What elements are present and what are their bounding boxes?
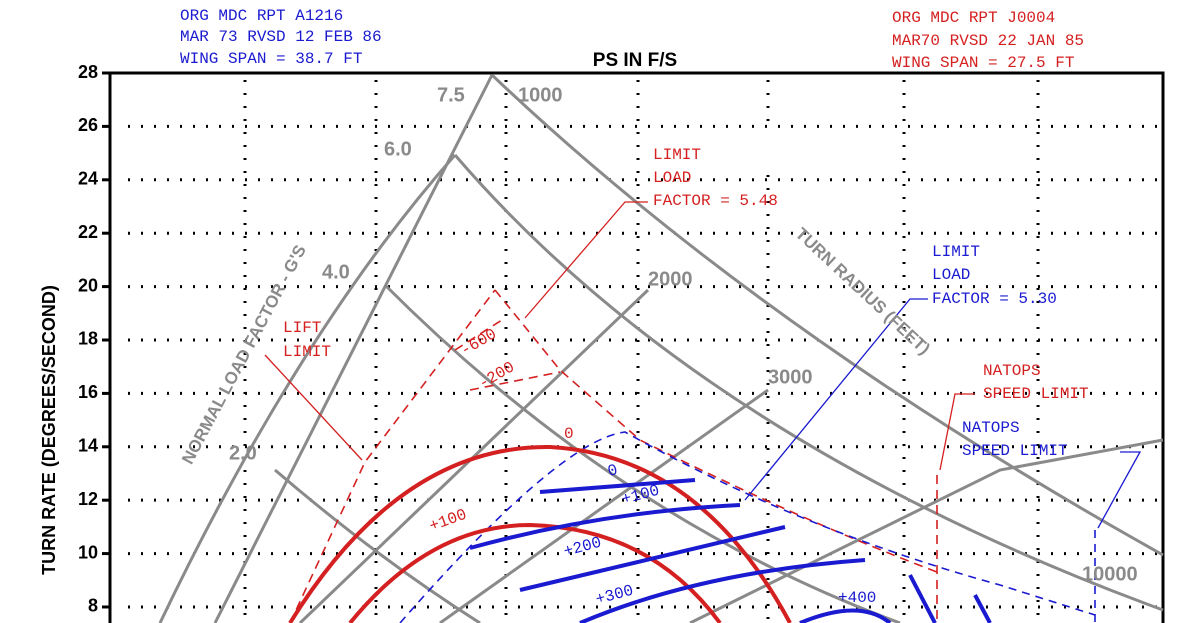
leaders — [264, 201, 1142, 529]
y-tick-label: 18 — [78, 329, 98, 349]
y-tick-label: 8 — [88, 596, 98, 616]
red-envelope — [494, 289, 938, 573]
blue-ps-curve — [519, 525, 786, 592]
load-factor-value: 2.0 — [229, 442, 257, 464]
y-tick-label: 12 — [78, 489, 98, 509]
blue-envelope — [399, 431, 1096, 623]
leader — [1097, 451, 1142, 529]
header-line: WING SPAN = 27.5 FT — [892, 54, 1074, 72]
chart-title: PS IN F/S — [593, 50, 677, 71]
annotation-line: LIMIT — [653, 146, 701, 164]
natops-blue: NATOPS SPEED LIMIT — [962, 419, 1068, 460]
header-line: MAR70 RVSD 22 JAN 85 — [892, 32, 1084, 50]
load-factor-value: 6.0 — [384, 138, 412, 160]
annotation-line: FACTOR = 5.30 — [932, 290, 1057, 308]
lift-limit-line — [289, 289, 496, 623]
lift-limit: LIFT LIMIT — [283, 319, 331, 361]
load-factor-line — [274, 468, 481, 623]
radius-line — [689, 438, 1164, 623]
red-ps-curves — [288, 444, 792, 623]
leader — [524, 201, 648, 319]
load-factor-values: 7.5 6.0 4.0 2.0 — [229, 84, 465, 464]
turn-radius-value: 10000 — [1082, 563, 1138, 585]
blue-boundaries — [399, 431, 1096, 623]
ps-label: +400 — [838, 589, 876, 607]
load-factor-line — [490, 73, 1164, 557]
turn-radius-value: 3000 — [768, 366, 813, 388]
annotation-line: LOAD — [932, 266, 970, 284]
annotation-line: LIMIT — [283, 343, 331, 361]
blue-ps-curve — [799, 608, 892, 623]
header-line: MAR 73 RVSD 12 FEB 86 — [180, 28, 382, 46]
annotation-line: NATOPS — [962, 419, 1020, 437]
red-ps-curve — [348, 522, 722, 623]
y-tick-label: 26 — [78, 115, 98, 135]
header-right: ORG MDC RPT J0004 MAR70 RVSD 22 JAN 85 W… — [892, 9, 1084, 72]
annotation-line: LIFT — [283, 319, 321, 337]
load-factor-line — [383, 283, 901, 623]
turn-radius-values: 1000 2000 3000 10000 — [518, 84, 1138, 585]
ps-label: 0 — [606, 461, 620, 481]
turn-radius-value: 2000 — [648, 268, 693, 290]
ps-label: +100 — [427, 506, 469, 536]
header-line: ORG MDC RPT A1216 — [180, 7, 343, 25]
turn-radius-label: TURN RADIUS (FEET) — [792, 224, 934, 358]
red-boundaries — [289, 289, 938, 623]
load-factor-value: 7.5 — [437, 84, 465, 106]
annotation-line: SPEED LIMIT — [983, 385, 1089, 403]
load-factor-line — [158, 154, 457, 623]
limit-load-blue: LIMIT LOAD FACTOR = 5.30 — [932, 243, 1057, 308]
y-tick-label: 14 — [78, 436, 98, 456]
y-tick-label: 22 — [78, 222, 98, 242]
natops-red: NATOPS SPEED LIMIT — [983, 362, 1089, 403]
y-tick-label: 28 — [78, 62, 98, 82]
blue-ps-curve — [539, 478, 696, 494]
red-ps-dashed — [454, 317, 561, 391]
load-factor-line — [453, 154, 1164, 612]
y-axis-label: TURN RATE (DEGREES/SECOND) — [39, 285, 59, 575]
blue-ps-curve — [579, 558, 866, 623]
header-line: ORG MDC RPT J0004 — [892, 9, 1055, 27]
blue-ps-curve — [469, 503, 741, 550]
annotation-line: LOAD — [653, 169, 691, 187]
annotation-line: SPEED LIMIT — [962, 442, 1068, 460]
y-tick-label: 24 — [78, 169, 98, 189]
annotation-line: NATOPS — [983, 362, 1041, 380]
y-tick-label: 16 — [78, 382, 98, 402]
ps-label: +200 — [562, 534, 604, 561]
limit-load-red: LIMIT LOAD FACTOR = 5.48 — [653, 146, 778, 210]
load-factor-value: 4.0 — [322, 261, 350, 283]
ps-blue-labels: 0 +100 +200 +300 +400 — [562, 461, 877, 609]
radius-line — [439, 388, 769, 623]
y-tick-label: 10 — [78, 542, 98, 562]
y-tick-label: 20 — [78, 275, 98, 295]
ps-label: 0 — [564, 425, 574, 443]
leader — [939, 393, 975, 471]
blue-ps-curve — [908, 574, 992, 623]
header-left: ORG MDC RPT A1216 MAR 73 RVSD 12 FEB 86 … — [180, 7, 382, 68]
red-ps-curve — [288, 444, 792, 623]
header-line: WING SPAN = 38.7 FT — [180, 50, 362, 68]
leader — [744, 298, 928, 501]
annotation-line: LIMIT — [932, 243, 980, 261]
annotation-line: FACTOR = 5.48 — [653, 192, 778, 210]
turn-radius-value: 1000 — [518, 84, 563, 106]
blue-ps-curves — [469, 478, 992, 623]
ps-label: -600 — [458, 325, 500, 360]
plot-frame — [108, 71, 1165, 623]
leader — [264, 354, 363, 461]
